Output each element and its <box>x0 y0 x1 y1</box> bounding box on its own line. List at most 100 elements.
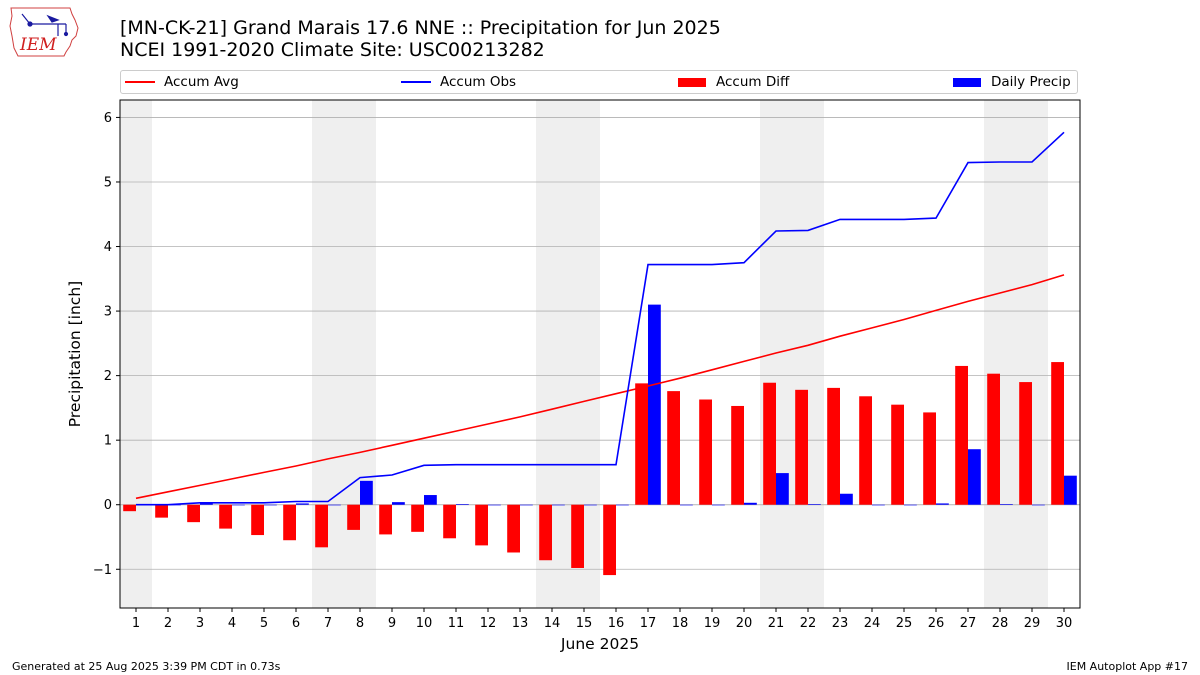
generated-timestamp: Generated at 25 Aug 2025 3:39 PM CDT in … <box>12 660 281 673</box>
daily-precip-bar-12 <box>488 504 501 506</box>
accum-diff-bar-8 <box>347 504 360 530</box>
daily-precip-bar-20 <box>744 502 757 505</box>
accum-diff-bar-19 <box>699 399 712 505</box>
accum-diff-bar-14 <box>539 504 552 561</box>
daily-precip-bar-26 <box>936 503 949 505</box>
x-tick-label-17: 17 <box>640 616 657 631</box>
accum-diff-bar-4 <box>219 504 232 529</box>
accum-diff-bar-20 <box>731 405 744 505</box>
accum-obs-line <box>136 131 1065 506</box>
x-tick-label-21: 21 <box>768 616 785 631</box>
legend-item-accum-obs: Accum Obs <box>401 71 516 93</box>
x-tick-label-11: 11 <box>448 616 465 631</box>
daily-precip-bar-14 <box>552 504 565 506</box>
daily-precip-bar-23 <box>840 493 853 505</box>
weather-instrument-icon <box>21 13 69 37</box>
x-tick-label-6: 6 <box>292 616 300 631</box>
x-tick-label-15: 15 <box>576 616 593 631</box>
x-tick-label-5: 5 <box>260 616 268 631</box>
iem-logo: IEM <box>9 7 79 57</box>
legend-swatch-accum-obs <box>401 81 431 83</box>
x-tick-label-2: 2 <box>164 616 172 631</box>
accum-diff-bar-15 <box>571 504 584 568</box>
y-tick-label-1: 1 <box>104 434 112 449</box>
x-tick-label-12: 12 <box>480 616 497 631</box>
accum-diff-bar-18 <box>667 391 680 505</box>
legend-swatch-accum-diff <box>678 77 706 87</box>
daily-precip-bar-19 <box>712 504 725 506</box>
accum-diff-bar-9 <box>379 504 392 535</box>
x-tick-label-4: 4 <box>228 616 236 631</box>
x-tick-label-22: 22 <box>800 616 817 631</box>
daily-precip-bar-18 <box>680 504 693 506</box>
accum-diff-bar-13 <box>507 504 520 553</box>
y-tick-label-3: 3 <box>104 305 112 320</box>
accum-diff-bar-7 <box>315 504 328 548</box>
accum-avg-line <box>135 274 1065 500</box>
legend-label-accum-avg: Accum Avg <box>164 74 239 90</box>
daily-precip-bar-28 <box>1000 504 1013 505</box>
daily-precip-bar-15 <box>584 504 597 506</box>
legend-label-accum-obs: Accum Obs <box>440 74 517 90</box>
daily-precip-bar-8 <box>360 480 373 505</box>
x-tick-label-20: 20 <box>736 616 753 631</box>
accum-diff-bar-22 <box>795 389 808 505</box>
daily-precip-bar-24 <box>872 504 885 506</box>
accum-diff-bar-26 <box>923 412 936 505</box>
autoplot-app-label: IEM Autoplot App #17 <box>1066 660 1189 673</box>
x-tick-label-23: 23 <box>832 616 849 631</box>
accum-diff-bar-16 <box>603 504 616 576</box>
daily-precip-bar-25 <box>904 504 917 506</box>
accum-diff-bar-17 <box>635 383 648 505</box>
x-tick-label-8: 8 <box>356 616 364 631</box>
accum-diff-bar-1 <box>123 504 136 512</box>
y-tick-label-5: 5 <box>104 175 112 190</box>
accum-diff-bar-23 <box>827 387 840 505</box>
x-tick-label-30: 30 <box>1056 616 1073 631</box>
y-tick-label--1: −1 <box>93 563 112 578</box>
daily-precip-bar-16 <box>616 504 629 506</box>
accum-diff-bar-10 <box>411 504 424 532</box>
daily-precip-bar-27 <box>968 449 981 505</box>
legend-swatch-accum-avg <box>125 81 155 83</box>
daily-precip-bar-22 <box>808 504 821 505</box>
accum-diff-bar-28 <box>987 373 1000 505</box>
x-tick-label-29: 29 <box>1024 616 1041 631</box>
x-tick-label-24: 24 <box>864 616 881 631</box>
legend-label-accum-diff: Accum Diff <box>716 74 790 90</box>
weekend-shade-day-29 <box>1016 100 1048 608</box>
daily-precip-bar-13 <box>520 504 533 506</box>
y-tick-label-6: 6 <box>104 111 112 126</box>
daily-precip-bar-6 <box>296 503 309 505</box>
legend-swatch-daily-precip <box>953 77 981 87</box>
daily-precip-bar-4 <box>232 504 245 506</box>
accum-diff-bar-24 <box>859 396 872 505</box>
x-tick-label-7: 7 <box>324 616 332 631</box>
daily-precip-bar-29 <box>1032 504 1045 506</box>
x-tick-label-13: 13 <box>512 616 529 631</box>
accum-diff-bar-12 <box>475 504 488 546</box>
y-tick-label-0: 0 <box>104 498 112 513</box>
x-tick-label-27: 27 <box>960 616 977 631</box>
weekend-shade-day-1 <box>120 100 152 608</box>
x-tick-label-25: 25 <box>896 616 913 631</box>
y-tick-label-2: 2 <box>104 369 112 384</box>
accum-diff-bar-3 <box>187 504 200 523</box>
legend-item-accum-diff: Accum Diff <box>678 71 789 93</box>
daily-precip-bar-3 <box>200 502 213 505</box>
y-tick-label-4: 4 <box>104 240 112 255</box>
x-tick-label-3: 3 <box>196 616 204 631</box>
daily-precip-bar-10 <box>424 495 437 505</box>
daily-precip-bar-17 <box>648 304 661 505</box>
x-tick-label-1: 1 <box>132 616 140 631</box>
x-tick-label-26: 26 <box>928 616 945 631</box>
x-tick-label-28: 28 <box>992 616 1009 631</box>
x-axis-label: June 2025 <box>560 635 639 653</box>
daily-precip-bar-30 <box>1064 475 1077 505</box>
x-tick-label-18: 18 <box>672 616 689 631</box>
accum-diff-bar-27 <box>955 365 968 505</box>
accum-diff-bar-21 <box>763 382 776 505</box>
daily-precip-bar-11 <box>456 504 469 505</box>
legend-label-daily-precip: Daily Precip <box>991 74 1071 90</box>
